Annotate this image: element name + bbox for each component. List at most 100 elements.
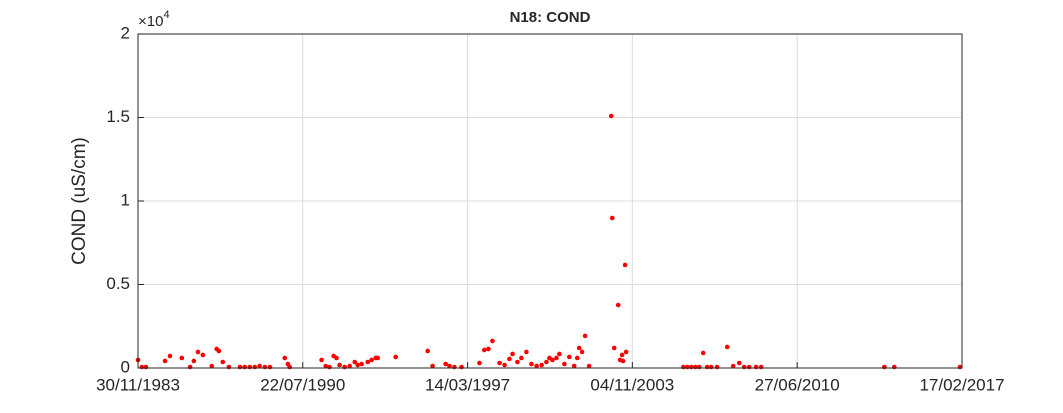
- point: [623, 349, 629, 355]
- point: [216, 348, 222, 354]
- point: [746, 364, 752, 370]
- point: [355, 362, 361, 368]
- point: [529, 361, 534, 367]
- point: [741, 364, 747, 370]
- point: [319, 357, 324, 363]
- point: [447, 363, 452, 369]
- point: [609, 215, 615, 221]
- y-exponent-base: ×10: [138, 13, 163, 30]
- point: [352, 359, 358, 365]
- point: [557, 351, 562, 357]
- point: [195, 349, 201, 355]
- point: [143, 364, 149, 370]
- point: [714, 364, 720, 370]
- point: [515, 359, 520, 365]
- point: [200, 352, 206, 358]
- point: [758, 364, 764, 370]
- point: [681, 364, 686, 370]
- point: [375, 355, 381, 361]
- point: [191, 358, 197, 364]
- x-tick-label: 22/07/1990: [260, 375, 345, 394]
- point: [502, 362, 507, 368]
- point: [507, 356, 512, 362]
- point: [730, 363, 736, 369]
- point: [554, 355, 559, 361]
- point: [579, 349, 585, 355]
- x-tick-label: 27/06/2010: [755, 375, 840, 394]
- point: [490, 338, 495, 344]
- point: [696, 364, 702, 370]
- y-axis-label: COND (uS/cm): [69, 137, 90, 265]
- point: [167, 353, 173, 359]
- point: [337, 362, 342, 368]
- point: [247, 364, 253, 370]
- point: [359, 361, 364, 367]
- point: [452, 364, 457, 370]
- point: [393, 354, 398, 360]
- point: [753, 364, 759, 370]
- y-tick-label: 1.5: [106, 107, 130, 126]
- point: [237, 364, 243, 370]
- point: [497, 360, 502, 366]
- point: [736, 360, 742, 366]
- point: [347, 363, 352, 369]
- point: [619, 352, 625, 358]
- x-tick-label: 30/11/1983: [96, 375, 180, 394]
- x-tick-label: 17/02/2017: [919, 375, 1004, 394]
- point: [700, 350, 706, 356]
- point: [327, 364, 332, 370]
- x-tick-label: 14/03/1997: [425, 375, 510, 394]
- point: [571, 363, 577, 369]
- point: [882, 364, 887, 370]
- point: [267, 364, 273, 370]
- point: [139, 364, 145, 370]
- point: [179, 355, 185, 361]
- point: [187, 364, 193, 370]
- point: [891, 364, 897, 370]
- point: [524, 349, 529, 355]
- y-tick-label: 2: [121, 23, 130, 42]
- point: [443, 361, 448, 367]
- point: [242, 364, 248, 370]
- point: [425, 348, 431, 354]
- point: [544, 359, 549, 365]
- point: [620, 358, 626, 364]
- point: [369, 357, 374, 363]
- point: [323, 363, 329, 369]
- point: [586, 363, 592, 369]
- point: [430, 363, 435, 369]
- y-exponent: ×104: [138, 9, 170, 30]
- point: [562, 361, 567, 367]
- point: [550, 357, 555, 363]
- chart-title: N18: COND: [510, 9, 591, 26]
- point: [481, 347, 487, 353]
- point: [226, 364, 232, 370]
- point: [334, 355, 339, 361]
- point: [486, 346, 491, 352]
- point: [519, 355, 524, 361]
- point: [220, 359, 226, 365]
- point: [576, 345, 582, 351]
- point: [708, 364, 714, 370]
- point: [477, 360, 482, 366]
- point: [608, 113, 614, 119]
- point: [209, 363, 215, 369]
- point: [262, 364, 268, 370]
- point: [252, 364, 258, 370]
- point: [574, 355, 580, 361]
- point: [615, 302, 621, 308]
- point: [459, 364, 464, 370]
- point: [365, 359, 371, 365]
- y-exponent-power: 4: [163, 9, 169, 21]
- point: [287, 364, 292, 370]
- point: [689, 364, 694, 370]
- axes-box: [137, 33, 963, 369]
- point: [685, 364, 690, 370]
- point: [622, 262, 628, 268]
- point: [611, 345, 617, 351]
- point: [704, 364, 710, 370]
- point: [534, 363, 539, 369]
- point: [539, 362, 544, 368]
